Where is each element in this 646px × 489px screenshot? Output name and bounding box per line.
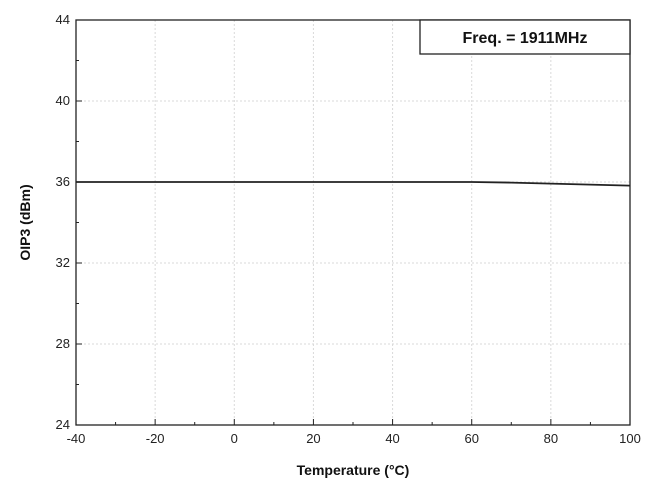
y-tick-label: 40: [56, 93, 70, 108]
x-tick-label: -20: [146, 431, 165, 446]
x-tick-label: 0: [231, 431, 238, 446]
frequency-annotation: Freq. = 1911MHz: [419, 19, 631, 55]
x-tick-label: 40: [385, 431, 399, 446]
series-layer: [76, 181, 631, 187]
x-tick-label: 100: [619, 431, 641, 446]
series-line: [76, 181, 631, 187]
grid-lines: [76, 20, 630, 425]
frequency-annotation-text: Freq. = 1911MHz: [463, 30, 588, 47]
x-tick-label: -40: [67, 431, 86, 446]
y-tick-label: 36: [56, 174, 70, 189]
x-tick-label: 60: [464, 431, 478, 446]
tick-labels: -40 -20 0 20 40 60 80 100 24 28 32 36 40 44: [56, 12, 641, 446]
plot-frame: [75, 19, 631, 426]
y-axis-title: OIP3 (dBm): [17, 184, 33, 260]
x-axis-title: Temperature (°C): [297, 462, 410, 478]
y-tick-label: 44: [56, 12, 70, 27]
x-tick-label: 20: [306, 431, 320, 446]
y-tick-label: 24: [56, 417, 70, 432]
y-tick-label: 28: [56, 336, 70, 351]
y-tick-label: 32: [56, 255, 70, 270]
x-tick-label: 80: [544, 431, 558, 446]
axis-ticks: [75, 19, 631, 426]
